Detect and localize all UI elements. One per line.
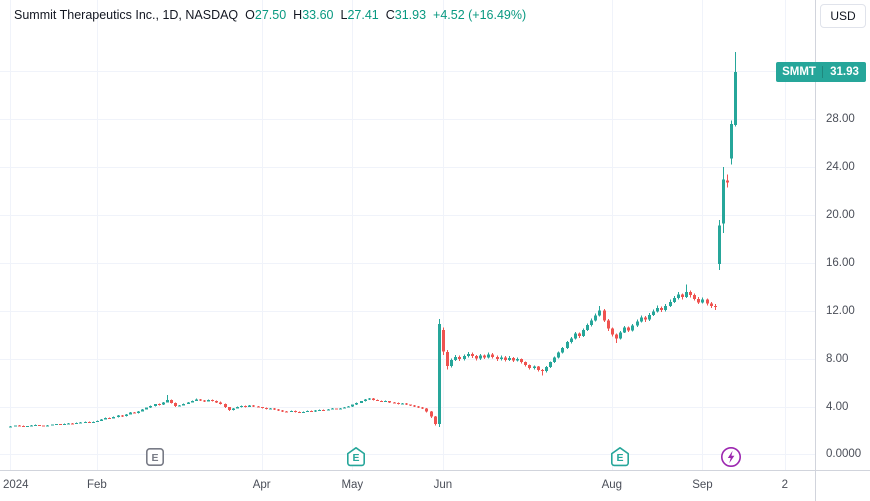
ohlc-label: C [385, 8, 395, 22]
earnings-icon[interactable]: E [144, 446, 166, 468]
ohlc-value: 27.41 [347, 8, 379, 22]
price-axis-label: 16.00 [826, 256, 855, 269]
last-price-tag: SMMT 31.93 [776, 62, 866, 82]
candles [9, 52, 737, 428]
currency-button[interactable]: USD [820, 4, 866, 28]
svg-text:E: E [353, 452, 360, 464]
change-value: +4.52 (+16.49%) [433, 8, 527, 22]
lightning-circle-icon[interactable] [720, 446, 742, 468]
chart-legend: Summit Therapeutics Inc., 1D, NASDAQ O27.… [14, 8, 526, 22]
time-axis[interactable]: 2024 Feb Apr May Jun Aug Sep 2 [0, 470, 870, 501]
price-axis-label: 12.00 [826, 304, 855, 317]
time-axis-label: Aug [601, 479, 623, 491]
price-axis-label: 20.00 [826, 208, 855, 221]
time-axis-label: Jun [433, 479, 453, 491]
time-axis-label: Sep [692, 479, 713, 491]
price-axis-label: 0.0000 [826, 448, 862, 461]
price-axis-label: 4.00 [826, 400, 849, 413]
symbol-title[interactable]: Summit Therapeutics Inc., 1D, NASDAQ [14, 8, 239, 22]
time-axis-label: Apr [252, 479, 271, 491]
price-tag-value: 31.93 [822, 66, 866, 78]
price-axis-label: 24.00 [826, 161, 855, 174]
candlestick-chart[interactable] [0, 0, 815, 470]
ohlc-value: 31.93 [394, 8, 427, 22]
ohlc-value: 33.60 [302, 8, 334, 22]
svg-text:E: E [151, 452, 158, 464]
ohlc-label: O [245, 8, 255, 22]
svg-text:E: E [617, 452, 624, 464]
price-tag-symbol: SMMT [782, 66, 816, 78]
time-axis-label: Feb [86, 479, 107, 491]
price-axis-label: 28.00 [826, 113, 855, 126]
ohlc-values: O27.50 H33.60 L27.41 C31.93 [238, 8, 426, 22]
time-axis-label: 2 [781, 479, 789, 491]
ohlc-value: 27.50 [254, 8, 287, 22]
ohlc-label: L [340, 8, 348, 22]
time-axis-label: May [341, 479, 364, 491]
ohlc-label: H [293, 8, 303, 22]
gridlines [0, 0, 815, 470]
time-axis-label: 2024 [3, 479, 29, 491]
earnings-icon[interactable]: E [609, 446, 631, 468]
price-axis-label: 8.00 [826, 352, 849, 365]
time-axis-corner [815, 470, 870, 501]
earnings-icon[interactable]: E [345, 446, 367, 468]
